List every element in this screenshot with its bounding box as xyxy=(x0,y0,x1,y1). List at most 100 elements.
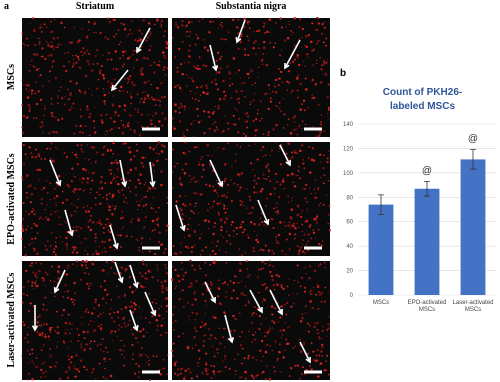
cell-dot xyxy=(61,223,63,226)
cell-dot xyxy=(101,240,104,243)
cell-dot xyxy=(255,238,258,242)
cell-dot xyxy=(172,245,175,248)
cell-dot xyxy=(32,89,34,92)
cell-dot xyxy=(30,92,33,95)
cell-dot xyxy=(313,196,317,200)
cell-dot xyxy=(258,249,261,252)
cell-dot xyxy=(199,193,202,196)
cell-dot xyxy=(122,23,125,26)
cell-dot xyxy=(142,205,145,207)
cell-dot xyxy=(89,191,92,194)
cell-dot xyxy=(51,65,54,68)
cell-dot xyxy=(283,303,286,306)
cell-dot xyxy=(175,24,178,27)
cell-dot xyxy=(299,378,302,380)
cell-dot xyxy=(280,110,282,113)
cell-dot xyxy=(100,285,102,288)
cell-dot xyxy=(205,84,208,87)
cell-dot xyxy=(166,373,168,375)
cell-dot xyxy=(277,84,280,87)
cell-dot xyxy=(159,372,162,376)
cell-dot xyxy=(212,370,216,373)
cell-dot xyxy=(195,202,198,205)
cell-dot xyxy=(97,78,100,81)
cell-dot xyxy=(89,320,92,323)
cell-dot xyxy=(240,263,242,266)
cell-dot xyxy=(312,159,316,162)
cell-dot xyxy=(181,213,184,216)
cell-dot xyxy=(240,90,244,93)
cell-dot xyxy=(326,335,328,337)
cell-dot xyxy=(80,144,83,146)
cell-dot xyxy=(94,298,97,301)
cell-dot xyxy=(35,53,39,56)
cell-dot xyxy=(42,85,44,87)
cell-dot xyxy=(208,31,211,34)
cell-dot xyxy=(30,264,33,267)
cell-dot xyxy=(25,37,28,40)
cell-dot xyxy=(178,211,181,213)
cell-dot xyxy=(217,279,220,282)
cell-dot xyxy=(135,58,139,61)
cell-dot xyxy=(31,348,34,351)
cell-dot xyxy=(243,48,247,51)
cell-dot xyxy=(31,321,33,323)
cell-dot xyxy=(85,211,88,214)
cell-dot xyxy=(103,231,105,234)
cell-dot xyxy=(319,362,323,365)
cell-dot xyxy=(310,342,313,345)
cell-dot xyxy=(166,202,169,205)
arrow xyxy=(224,314,233,343)
cell-dot xyxy=(45,180,48,182)
cell-dot xyxy=(73,248,76,251)
cell-dot xyxy=(139,69,141,71)
cell-dot xyxy=(238,281,241,284)
cell-dot xyxy=(105,113,108,116)
cell-dot xyxy=(217,240,219,243)
cell-dot xyxy=(109,172,112,175)
cell-dot xyxy=(244,134,248,138)
cell-dot xyxy=(131,53,135,56)
cell-dot xyxy=(50,213,53,216)
cell-dot xyxy=(142,263,145,266)
cell-dot xyxy=(222,236,225,239)
cell-dot xyxy=(112,95,114,97)
cell-dot xyxy=(184,108,186,111)
cell-dot xyxy=(203,46,207,49)
cell-dot xyxy=(90,215,92,217)
cell-dot xyxy=(233,275,236,278)
cell-dot xyxy=(29,302,32,305)
cell-dot xyxy=(140,316,142,319)
cell-dot xyxy=(80,264,84,267)
cell-dot xyxy=(181,20,184,22)
cell-dot xyxy=(300,350,303,353)
cell-dot xyxy=(105,197,109,201)
cell-dot xyxy=(107,229,109,232)
cell-dot xyxy=(48,70,51,73)
cell-dot xyxy=(165,304,169,308)
cell-dot xyxy=(200,321,203,323)
cell-dot xyxy=(194,43,197,46)
arrow xyxy=(109,224,118,249)
cell-dot xyxy=(90,283,93,286)
cell-dot xyxy=(309,224,312,226)
cell-dot xyxy=(80,227,83,230)
cell-dot xyxy=(177,335,180,338)
cell-dot xyxy=(266,197,268,200)
cell-dot xyxy=(146,331,148,334)
cell-dot xyxy=(316,62,318,64)
cell-dot xyxy=(208,115,211,118)
cell-dot xyxy=(128,150,132,154)
cell-dot xyxy=(72,102,75,105)
cell-dot xyxy=(173,329,175,331)
cell-dot xyxy=(122,364,125,367)
cell-dot xyxy=(94,21,96,23)
cell-dot xyxy=(108,358,111,361)
cell-dot xyxy=(265,286,268,289)
cell-dot xyxy=(251,356,255,359)
cell-dot xyxy=(190,21,193,23)
cell-dot xyxy=(39,126,42,129)
cell-dot xyxy=(317,308,320,310)
cell-dot xyxy=(109,85,112,88)
cell-dot xyxy=(182,332,184,335)
